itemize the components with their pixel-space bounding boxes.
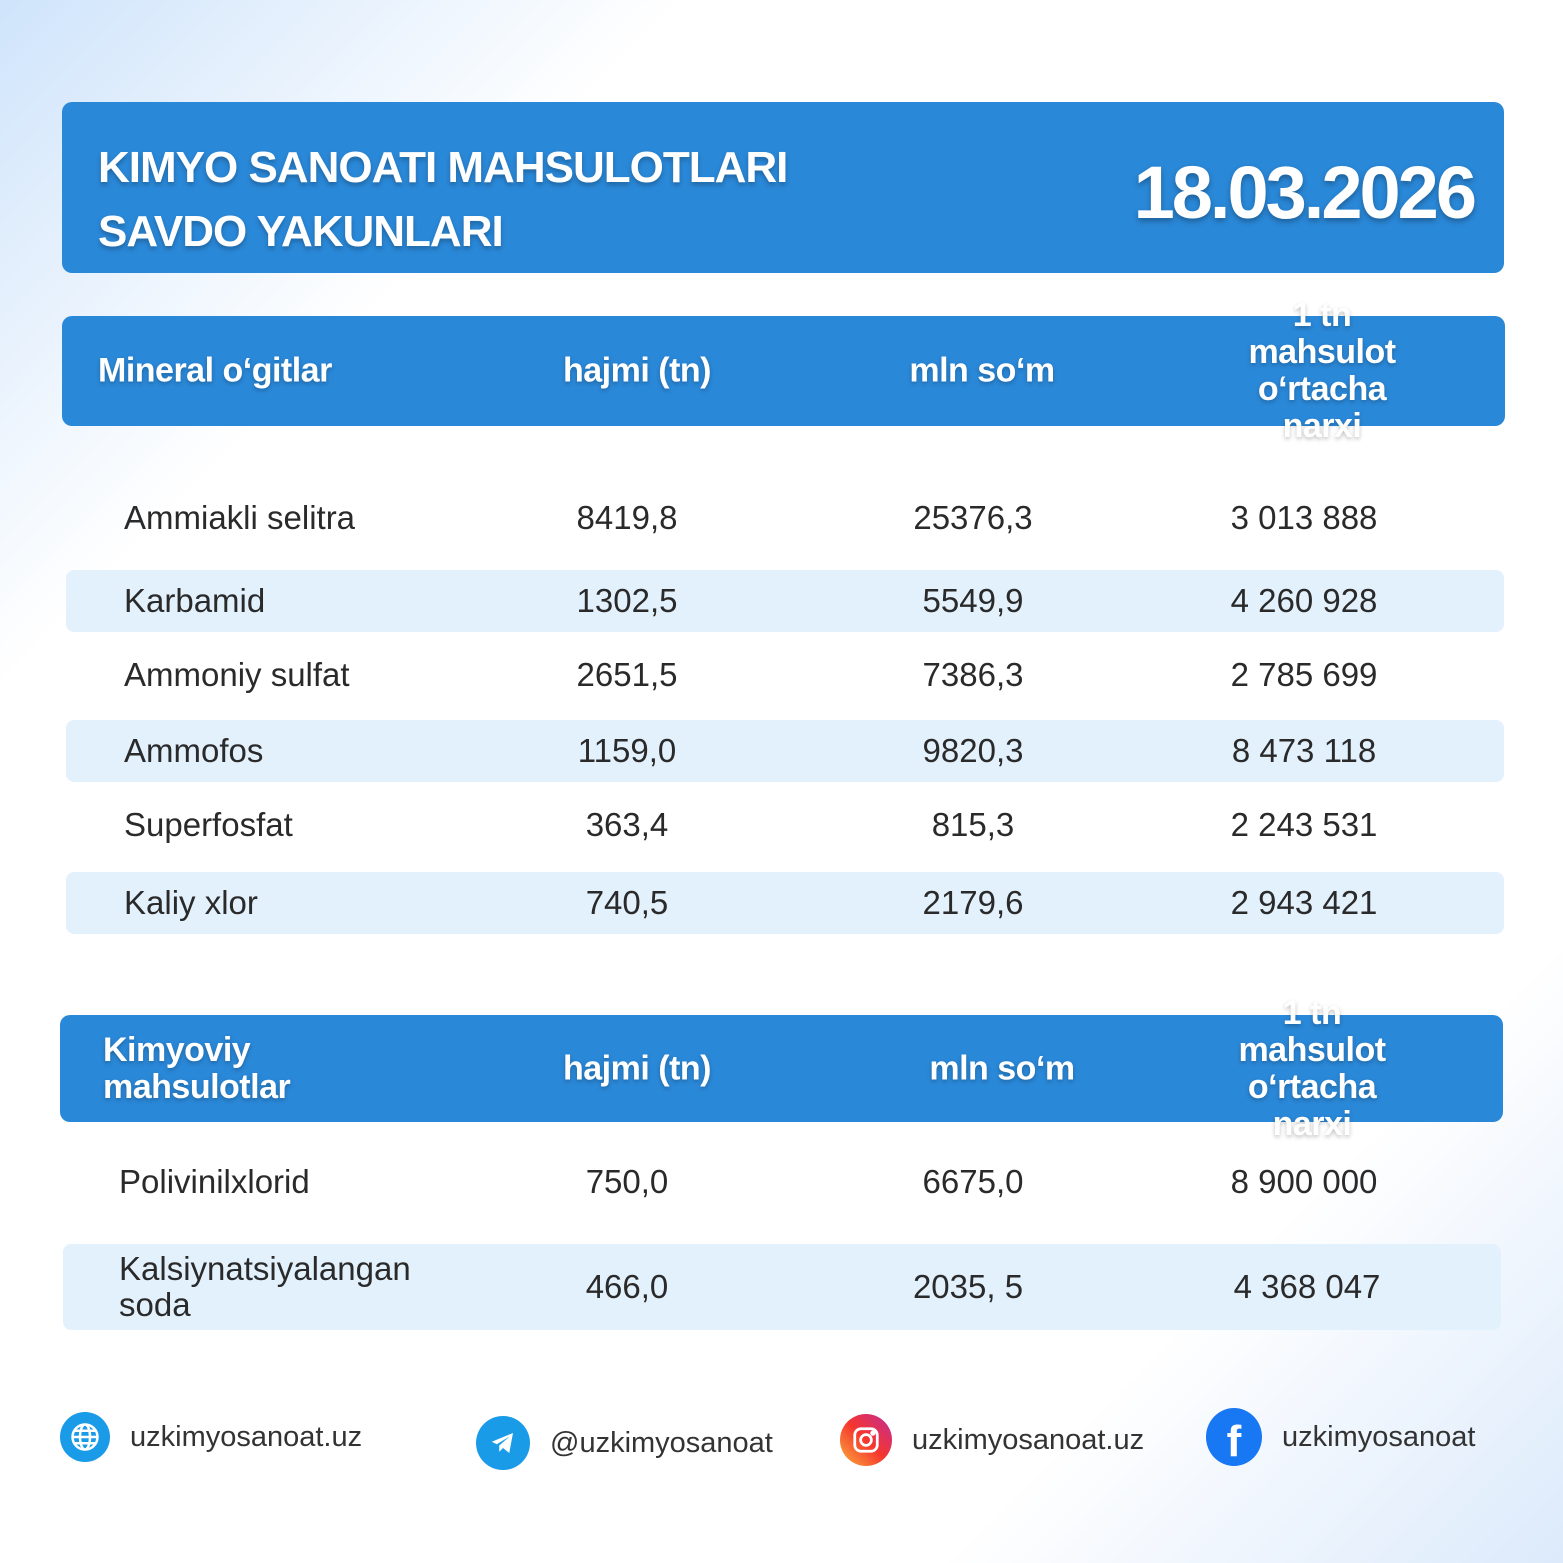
product-name: Ammoniy sulfat <box>124 656 350 693</box>
header-line: o‘rtacha narxi <box>1247 1067 1377 1143</box>
footer-website[interactable]: uzkimyosanoat.uz <box>60 1412 362 1462</box>
value: 6675,0 <box>922 1163 1024 1200</box>
avg-price: 2 785 699 <box>1230 656 1378 693</box>
facebook-link[interactable]: uzkimyosanoat <box>1282 1420 1476 1453</box>
product-name: Polivinilxlorid <box>119 1163 310 1200</box>
value: 5549,9 <box>922 582 1024 619</box>
header-avg-price: 1 tn mahsulot o‘rtacha narxi <box>1217 993 1408 1143</box>
volume: 363,4 <box>585 806 669 843</box>
header-avg-price: 1 tn mahsulot o‘rtacha narxi <box>1231 297 1414 445</box>
telegram-link[interactable]: @uzkimyosanoat <box>550 1426 773 1459</box>
title-line-1: KIMYO SANOATI MAHSULOTLARI <box>98 143 788 192</box>
avg-price: 2 243 531 <box>1230 806 1378 843</box>
volume: 1302,5 <box>576 582 678 619</box>
website-link[interactable]: uzkimyosanoat.uz <box>130 1420 363 1453</box>
header-line: 1 tn mahsulot <box>1238 993 1386 1069</box>
product-name: Karbamid <box>124 582 266 619</box>
value: 2179,6 <box>922 884 1024 921</box>
avg-price: 2 943 421 <box>1230 884 1378 921</box>
instagram-icon <box>840 1414 892 1466</box>
avg-price: 3 013 888 <box>1230 499 1378 536</box>
table-row: Kaliy xlor 740,5 2179,6 2 943 421 <box>66 872 1504 934</box>
product-name-line: soda <box>119 1286 191 1323</box>
header-line: 1 tn mahsulot <box>1248 296 1396 371</box>
header-line: Kimyoviy <box>103 1030 251 1069</box>
product-name: Ammiakli selitra <box>124 499 356 536</box>
title-line-2: SAVDO YAKUNLARI <box>98 207 504 256</box>
product-name: Kaliy xlor <box>124 884 258 921</box>
telegram-icon <box>476 1416 530 1470</box>
value: 815,3 <box>931 806 1015 843</box>
avg-price: 8 473 118 <box>1231 732 1377 769</box>
report-date: 18.03.2026 <box>1133 151 1477 234</box>
footer-instagram[interactable]: uzkimyosanoat.uz <box>840 1414 1144 1466</box>
value: 25376,3 <box>913 499 1033 536</box>
value: 9820,3 <box>922 732 1024 769</box>
table-row: Ammofos 1159,0 9820,3 8 473 118 <box>66 720 1504 782</box>
header-volume: hajmi (tn) <box>563 1049 711 1087</box>
table-row: Superfosfat 363,4 815,3 2 243 531 <box>66 794 1504 856</box>
footer-facebook[interactable]: f uzkimyosanoat <box>1206 1408 1475 1466</box>
footer-telegram[interactable]: @uzkimyosanoat <box>476 1416 773 1470</box>
table-row: Karbamid 1302,5 5549,9 4 260 928 <box>66 570 1504 632</box>
header-line: o‘rtacha narxi <box>1257 370 1387 445</box>
globe-icon <box>60 1412 110 1462</box>
product-name-line: Kalsiynatsiyalangan <box>119 1250 411 1287</box>
header-category: Mineral o‘gitlar <box>98 351 332 390</box>
product-name: Ammofos <box>124 732 264 769</box>
avg-price: 8 900 000 <box>1230 1163 1378 1200</box>
avg-price: 4 260 928 <box>1230 582 1378 619</box>
product-name: Kalsiynatsiyalangan soda <box>119 1251 411 1323</box>
table2-header: Kimyoviy mahsulotlar hajmi (tn) mln so‘m … <box>60 994 1503 1142</box>
instagram-link[interactable]: uzkimyosanoat.uz <box>912 1423 1145 1456</box>
product-name: Superfosfat <box>124 806 293 843</box>
page-title: KIMYO SANOATI MAHSULOTLARI SAVDO YAKUNLAR… <box>98 136 788 264</box>
header-category: Kimyoviy mahsulotlar <box>103 1030 291 1106</box>
avg-price: 4 368 047 <box>1233 1268 1381 1305</box>
header-volume: hajmi (tn) <box>563 351 711 390</box>
header-value: mln so‘m <box>929 1049 1075 1087</box>
volume: 1159,0 <box>577 732 677 769</box>
volume: 740,5 <box>585 884 669 921</box>
table-row: Kalsiynatsiyalangan soda 466,0 2035, 5 4 368… <box>63 1244 1501 1330</box>
facebook-icon: f <box>1206 1408 1262 1466</box>
volume: 2651,5 <box>576 656 678 693</box>
table-row: Polivinilxlorid 750,0 6675,0 8 900 000 <box>66 1151 1504 1213</box>
header-line: mahsulotlar <box>103 1067 291 1106</box>
table-row: Ammoniy sulfat 2651,5 7386,3 2 785 699 <box>66 644 1504 706</box>
title-banner: KIMYO SANOATI MAHSULOTLARI SAVDO YAKUNLAR… <box>62 102 1504 273</box>
value: 2035, 5 <box>912 1268 1024 1305</box>
volume: 466,0 <box>585 1268 669 1305</box>
volume: 750,0 <box>585 1163 669 1200</box>
table1-header: Mineral o‘gitlar hajmi (tn) mln so‘m 1 t… <box>62 297 1505 445</box>
table-row: Ammiakli selitra 8419,8 25376,3 3 013 888 <box>66 487 1504 549</box>
value: 7386,3 <box>922 656 1024 693</box>
volume: 8419,8 <box>576 499 678 536</box>
header-value: mln so‘m <box>909 351 1055 390</box>
